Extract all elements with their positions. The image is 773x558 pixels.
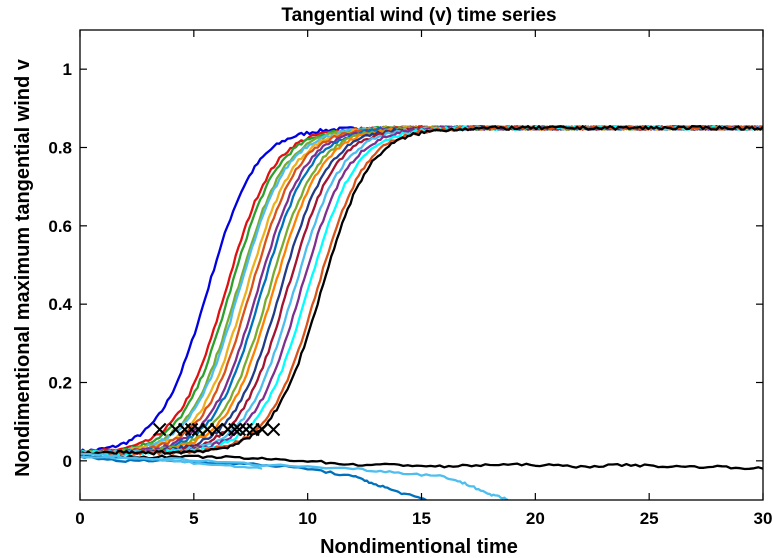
series-line-1 bbox=[80, 125, 763, 454]
series-line-15 bbox=[80, 125, 763, 456]
series-line-17 bbox=[80, 125, 763, 456]
y-tick-label: 1 bbox=[63, 60, 72, 79]
series-line-7 bbox=[80, 125, 763, 456]
marker-x-9 bbox=[228, 422, 242, 437]
series-line-14 bbox=[80, 125, 763, 456]
marker-x-7 bbox=[209, 422, 224, 437]
series-group bbox=[80, 125, 763, 500]
marker-x-1 bbox=[152, 422, 167, 437]
series-line-3 bbox=[80, 125, 763, 455]
series-line-4 bbox=[80, 125, 763, 456]
y-tick-label: 0.8 bbox=[48, 139, 72, 158]
series-line-11 bbox=[80, 125, 763, 456]
marker-group bbox=[152, 422, 281, 437]
plot-area bbox=[79, 29, 764, 501]
plot-frame bbox=[79, 29, 764, 501]
series-line-5 bbox=[80, 125, 763, 455]
x-tick-label: 15 bbox=[412, 509, 431, 528]
series-line-8 bbox=[80, 125, 763, 456]
series-line-13 bbox=[80, 125, 763, 456]
decay-line-1 bbox=[80, 454, 763, 471]
x-axis-label: Nondimentional time bbox=[320, 536, 518, 558]
marker-x-14 bbox=[266, 422, 281, 437]
x-tick-label: 20 bbox=[526, 509, 545, 528]
decay-line-4 bbox=[80, 452, 263, 470]
series-line-9 bbox=[80, 125, 763, 456]
series-line-12 bbox=[80, 125, 763, 456]
y-axis: 0 0.2 0.4 0.6 0.8 1 bbox=[48, 60, 763, 471]
x-tick-label: 10 bbox=[298, 509, 317, 528]
y-axis-label: Nondimentional maximum tangential wind v bbox=[12, 58, 34, 477]
series-line-2 bbox=[80, 125, 763, 456]
marker-x-13 bbox=[255, 422, 269, 437]
marker-x-11 bbox=[239, 422, 253, 437]
x-tick-label: 25 bbox=[640, 509, 659, 528]
series-line-6 bbox=[80, 125, 763, 455]
series-line-18 bbox=[80, 125, 763, 456]
x-tick-label: 0 bbox=[75, 509, 84, 528]
y-tick-label: 0 bbox=[63, 452, 72, 471]
x-axis: 0 5 10 15 20 25 30 bbox=[75, 30, 772, 528]
decay-line-2 bbox=[80, 455, 427, 500]
x-tick-label: 30 bbox=[754, 509, 773, 528]
decay-line-3 bbox=[80, 455, 509, 500]
y-tick-label: 0.6 bbox=[48, 217, 72, 236]
series-line-16 bbox=[80, 125, 763, 456]
chart-title: Tangential wind (v) time series bbox=[281, 5, 556, 26]
y-tick-label: 0.4 bbox=[48, 295, 72, 314]
y-tick-label: 0.2 bbox=[48, 374, 72, 393]
series-line-10 bbox=[80, 125, 763, 456]
x-tick-label: 5 bbox=[189, 509, 198, 528]
